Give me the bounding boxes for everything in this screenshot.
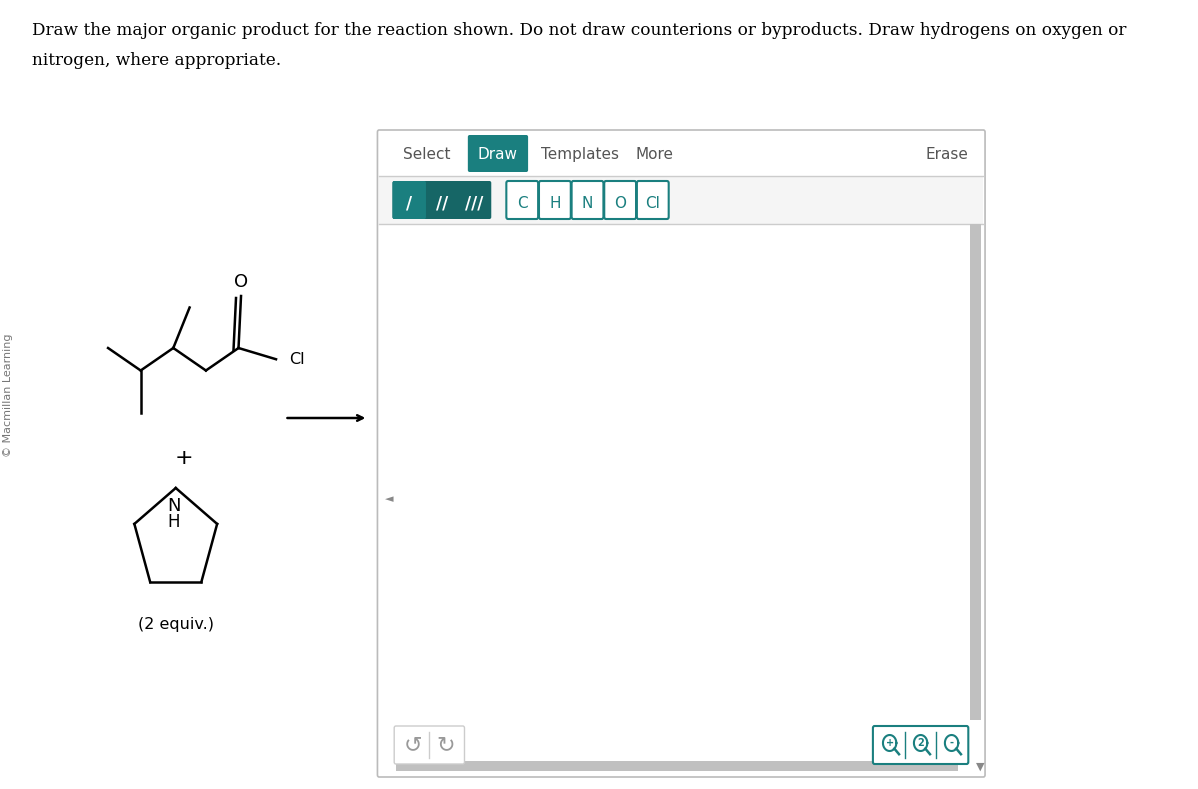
Text: O: O [234, 273, 248, 291]
Text: N: N [168, 497, 181, 515]
Text: Erase: Erase [925, 147, 968, 162]
FancyBboxPatch shape [468, 135, 528, 172]
Text: 2: 2 [918, 738, 924, 748]
Text: ◄: ◄ [385, 495, 393, 504]
Text: © Macmillan Learning: © Macmillan Learning [4, 333, 13, 457]
FancyBboxPatch shape [377, 130, 985, 777]
FancyBboxPatch shape [539, 181, 570, 219]
Text: ↺: ↺ [404, 735, 422, 755]
FancyBboxPatch shape [393, 181, 491, 219]
FancyBboxPatch shape [507, 181, 538, 219]
Text: Draw: Draw [478, 147, 518, 162]
Text: N: N [582, 196, 593, 211]
Text: Select: Select [403, 147, 450, 162]
Text: ↻: ↻ [437, 735, 455, 755]
Bar [379, 132, 984, 176]
Text: (2 equiv.): (2 equiv.) [138, 618, 213, 633]
Bar [970, 224, 981, 720]
FancyBboxPatch shape [637, 181, 668, 219]
Text: Draw the major organic product for the reaction shown. Do not draw counterions o: Draw the major organic product for the r… [32, 22, 1126, 39]
Text: O: O [615, 196, 627, 211]
Text: H: H [168, 513, 181, 531]
Text: ▼: ▼ [976, 762, 985, 772]
Text: ///: /// [465, 194, 484, 212]
FancyBboxPatch shape [394, 726, 465, 764]
Text: +: + [885, 738, 894, 748]
Bar [395, 761, 958, 771]
Text: Templates: Templates [541, 147, 619, 162]
Text: Cl: Cl [646, 196, 660, 211]
Bar [379, 176, 984, 224]
FancyBboxPatch shape [571, 181, 604, 219]
Text: -: - [950, 738, 954, 748]
Text: //: // [436, 194, 448, 212]
FancyBboxPatch shape [393, 181, 426, 219]
Text: C: C [516, 196, 527, 211]
Text: nitrogen, where appropriate.: nitrogen, where appropriate. [32, 52, 282, 69]
Text: /: / [406, 194, 412, 212]
Text: More: More [635, 147, 673, 162]
FancyBboxPatch shape [604, 181, 636, 219]
Text: H: H [549, 196, 561, 211]
FancyBboxPatch shape [873, 726, 968, 764]
Text: +: + [175, 448, 193, 468]
Text: Cl: Cl [290, 352, 305, 367]
